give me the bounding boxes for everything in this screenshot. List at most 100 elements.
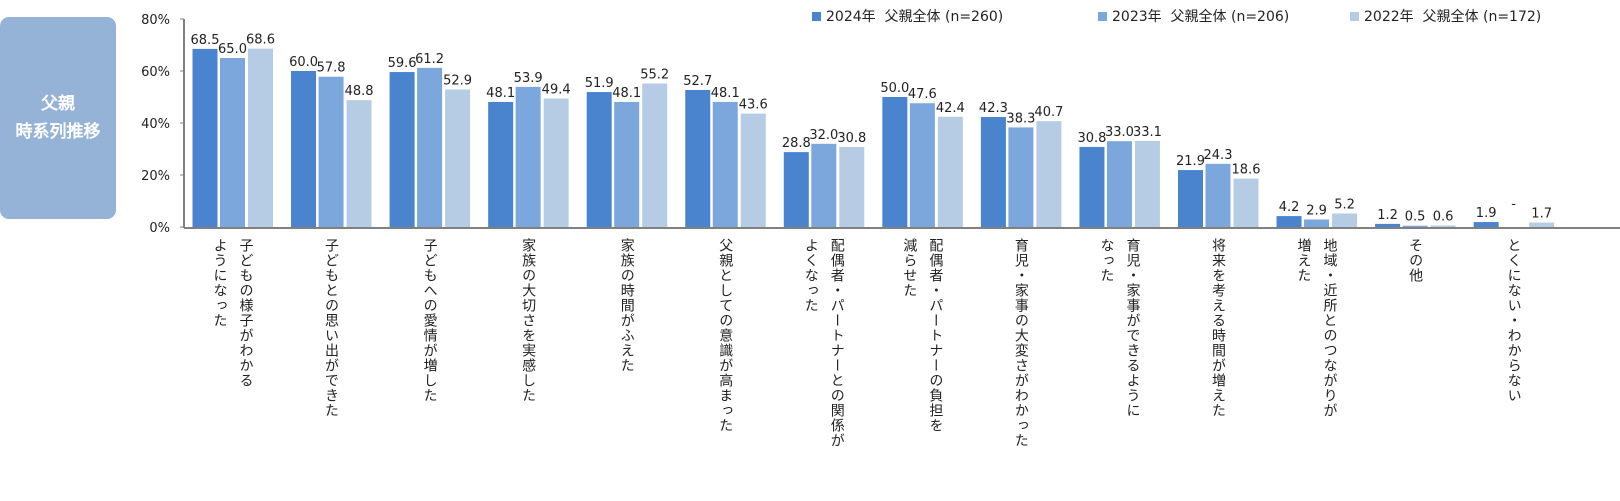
y-tick-label: 80% xyxy=(141,13,170,28)
bar-2022 xyxy=(248,48,273,227)
legend-label-2023: 2023年 父親全体 (n=206) xyxy=(1112,9,1290,25)
bar-2023 xyxy=(1008,127,1034,227)
bar-2024 xyxy=(783,152,809,227)
x-category-label: 育児・家事ができるように なった xyxy=(1098,238,1141,418)
data-label: 5.2 xyxy=(1334,197,1355,212)
data-label: 48.1 xyxy=(711,86,740,101)
data-label: 0.5 xyxy=(1405,210,1426,225)
data-label: 68.5 xyxy=(191,33,220,48)
bar-2023 xyxy=(811,143,837,227)
bar-2022 xyxy=(1529,222,1555,227)
data-label: 53.9 xyxy=(514,71,543,86)
data-label: 33.0 xyxy=(1105,125,1134,140)
data-label: 1.9 xyxy=(1476,206,1497,221)
bar-2023 xyxy=(909,103,935,227)
legend-item-2024: 2024年 父親全体 (n=260) xyxy=(812,6,1098,26)
bar-2024 xyxy=(192,48,218,228)
bar-2023 xyxy=(515,86,541,227)
bar-2023 xyxy=(318,76,344,227)
data-label: 48.8 xyxy=(345,84,374,99)
bar-2024 xyxy=(586,92,612,227)
data-label: 59.6 xyxy=(388,56,417,71)
bar-2022 xyxy=(1036,121,1062,227)
bar-2022 xyxy=(346,100,372,227)
x-category-label: 配偶者・パートナーとの関係が よくなった xyxy=(802,238,845,448)
data-label: 0.6 xyxy=(1433,209,1454,224)
bar-2023 xyxy=(614,101,640,227)
bar-2022 xyxy=(1332,213,1358,227)
bar-2023 xyxy=(1402,225,1428,227)
bar-2022 xyxy=(1134,140,1160,227)
bar-2024 xyxy=(1276,216,1302,227)
x-category-label: 子どもとの思い出ができた xyxy=(323,238,340,418)
data-label: 48.1 xyxy=(612,86,641,101)
y-tick-label: 40% xyxy=(141,117,170,132)
data-label: 42.3 xyxy=(979,101,1008,116)
data-label: 4.2 xyxy=(1279,200,1300,215)
data-label: 68.6 xyxy=(246,33,275,48)
bar-2022 xyxy=(839,146,865,227)
bar-2024 xyxy=(291,71,317,227)
data-label: 2.9 xyxy=(1306,203,1327,218)
bar-2024 xyxy=(488,101,514,227)
x-category-label: 地域・近所とのつながりが 増えた xyxy=(1295,238,1338,418)
data-label: 30.8 xyxy=(837,131,866,146)
data-label: 55.2 xyxy=(640,67,669,82)
legend-swatch-2022 xyxy=(1350,11,1359,21)
bar-2024 xyxy=(389,72,415,227)
panel-title-line1: 父親 xyxy=(41,94,75,114)
legend-item-2022: 2022年 父親全体 (n=172) xyxy=(1350,6,1541,26)
bar-2022 xyxy=(445,89,471,228)
legend-swatch-2023 xyxy=(1098,11,1107,21)
x-category-label: 配偶者・パートナーの負担を 減らせた xyxy=(901,238,944,433)
data-label: 65.0 xyxy=(218,42,247,57)
data-label: 1.7 xyxy=(1531,207,1552,222)
data-label: 21.9 xyxy=(1176,154,1205,169)
bar-2023 xyxy=(1205,163,1231,227)
bar-2024 xyxy=(980,117,1006,227)
data-label: 32.0 xyxy=(809,128,838,143)
data-label: 43.6 xyxy=(739,98,768,113)
data-label: - xyxy=(1511,197,1516,212)
bar-2023 xyxy=(1304,219,1330,227)
chart-legend: 2024年 父親全体 (n=260) 2023年 父親全体 (n=206) 20… xyxy=(812,6,1541,26)
data-label: 1.2 xyxy=(1377,208,1398,223)
y-tick-label: 20% xyxy=(141,169,170,184)
x-category-label: その他 xyxy=(1407,238,1424,283)
data-label: 47.6 xyxy=(908,87,937,102)
data-label: 50.0 xyxy=(880,81,909,96)
x-category-label: とくにない・わからない xyxy=(1505,238,1522,403)
bar-2022 xyxy=(937,116,963,227)
y-tick-label: 0% xyxy=(149,221,170,236)
legend-label-2024: 2024年 父親全体 (n=260) xyxy=(826,9,1004,25)
bar-2023 xyxy=(712,101,738,227)
bar-2024 xyxy=(882,97,908,227)
x-category-label: 子どもの様子がわかる ようになった xyxy=(211,238,254,388)
panel-title-line2: 時系列推移 xyxy=(15,122,101,142)
data-label: 52.9 xyxy=(443,73,472,88)
data-label: 33.1 xyxy=(1133,125,1162,140)
legend-swatch-2024 xyxy=(812,11,821,21)
x-category-label: 育児・家事の大変さがわかった xyxy=(1012,238,1029,448)
bar-2023 xyxy=(417,67,443,227)
data-label: 38.3 xyxy=(1006,111,1035,126)
data-label: 24.3 xyxy=(1204,148,1233,163)
bar-2023 xyxy=(1106,141,1132,227)
x-category-label: 家族の時間がふえた xyxy=(618,238,635,373)
bar-2024 xyxy=(1375,223,1401,227)
data-label: 28.8 xyxy=(782,136,811,151)
bar-2022 xyxy=(642,83,668,227)
bar-2022 xyxy=(1233,178,1259,227)
data-label: 49.4 xyxy=(542,83,571,98)
bar-2024 xyxy=(1473,222,1499,227)
bar-2022 xyxy=(543,98,569,227)
bar-2022 xyxy=(740,113,766,227)
data-label: 48.1 xyxy=(486,86,515,101)
bar-2024 xyxy=(685,89,711,227)
data-label: 51.9 xyxy=(585,76,614,91)
data-label: 61.2 xyxy=(415,52,444,67)
data-label: 52.7 xyxy=(683,74,712,89)
data-label: 57.8 xyxy=(317,61,346,76)
bar-2023 xyxy=(220,58,245,227)
